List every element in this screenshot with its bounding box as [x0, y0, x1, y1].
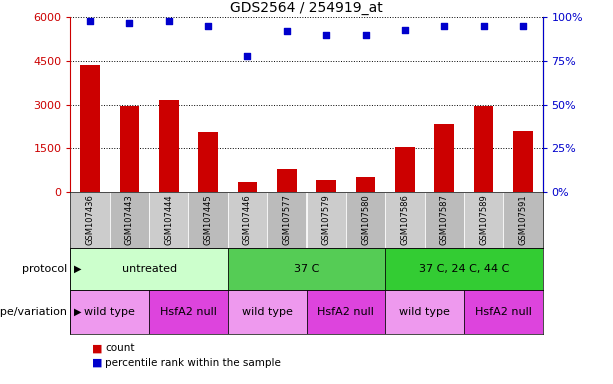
Text: ▶: ▶ [74, 307, 81, 317]
Point [164, 18, 173, 24]
Text: percentile rank within the sample: percentile rank within the sample [105, 358, 281, 368]
Point [479, 23, 489, 29]
Bar [189, 192, 228, 248]
Point [518, 23, 528, 29]
Point [282, 28, 292, 34]
Bar [306, 192, 346, 248]
Bar [474, 106, 493, 192]
Bar [159, 100, 178, 192]
Bar [346, 192, 385, 248]
Text: GSM107580: GSM107580 [361, 194, 370, 245]
Bar [385, 248, 543, 290]
Bar [385, 192, 424, 248]
Text: GSM107587: GSM107587 [440, 194, 449, 245]
Text: GSM107586: GSM107586 [400, 194, 409, 245]
Text: GSM107446: GSM107446 [243, 194, 252, 245]
Text: protocol: protocol [22, 264, 67, 274]
Text: count: count [105, 343, 135, 353]
Bar [228, 192, 267, 248]
Bar [149, 192, 189, 248]
Bar [513, 131, 533, 192]
Text: genotype/variation: genotype/variation [0, 307, 67, 317]
Point [243, 53, 253, 59]
Text: ■: ■ [92, 343, 102, 353]
Text: untreated: untreated [121, 264, 177, 274]
Bar [70, 290, 149, 334]
Text: 37 C, 24 C, 44 C: 37 C, 24 C, 44 C [419, 264, 509, 274]
Point [440, 23, 449, 29]
Bar [70, 248, 228, 290]
Bar [464, 290, 543, 334]
Bar [277, 169, 297, 192]
Bar [267, 192, 306, 248]
Point [204, 23, 213, 29]
Bar [228, 248, 385, 290]
Bar [228, 290, 306, 334]
Bar [149, 290, 228, 334]
Text: GSM107445: GSM107445 [204, 195, 213, 245]
Bar [199, 132, 218, 192]
Text: GSM107436: GSM107436 [86, 194, 94, 245]
Text: HsfA2 null: HsfA2 null [474, 307, 531, 317]
Bar [503, 192, 543, 248]
Text: GSM107444: GSM107444 [164, 195, 173, 245]
Bar [70, 192, 110, 248]
Bar [424, 192, 464, 248]
Point [321, 31, 331, 38]
Text: ■: ■ [92, 358, 102, 368]
Bar [306, 290, 385, 334]
Text: HsfA2 null: HsfA2 null [160, 307, 217, 317]
Title: GDS2564 / 254919_at: GDS2564 / 254919_at [230, 1, 383, 15]
Text: wild type: wild type [399, 307, 450, 317]
Text: wild type: wild type [85, 307, 135, 317]
Text: ▶: ▶ [74, 264, 81, 274]
Text: GSM107591: GSM107591 [519, 195, 527, 245]
Text: 37 C: 37 C [294, 264, 319, 274]
Bar [395, 147, 414, 192]
Bar [435, 124, 454, 192]
Text: wild type: wild type [242, 307, 292, 317]
Bar [385, 290, 464, 334]
Bar [316, 180, 336, 192]
Text: GSM107443: GSM107443 [125, 194, 134, 245]
Bar [464, 192, 503, 248]
Text: GSM107577: GSM107577 [283, 194, 291, 245]
Bar [110, 192, 149, 248]
Bar [356, 177, 375, 192]
Bar [80, 65, 100, 192]
Point [400, 26, 409, 33]
Bar [238, 182, 257, 192]
Point [360, 31, 370, 38]
Bar [120, 106, 139, 192]
Point [85, 18, 95, 24]
Text: HsfA2 null: HsfA2 null [318, 307, 375, 317]
Point [124, 20, 134, 26]
Text: GSM107579: GSM107579 [322, 194, 330, 245]
Text: GSM107589: GSM107589 [479, 194, 488, 245]
